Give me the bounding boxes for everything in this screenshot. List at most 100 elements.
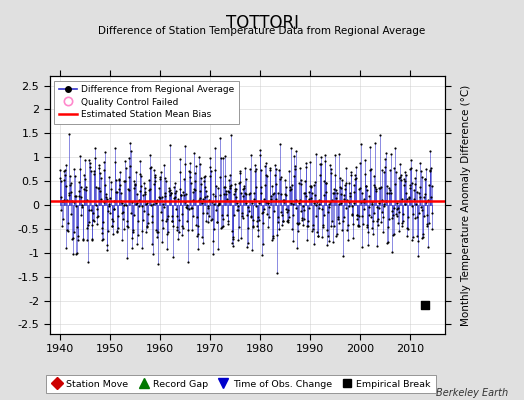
Point: [111, 144, 119, 151]
Point: [237, 210, 246, 216]
Point: [335, 151, 344, 157]
Point: [62, 244, 71, 251]
Point: [344, 237, 352, 244]
Point: [288, 182, 297, 189]
Point: [217, 154, 225, 161]
Point: [152, 227, 160, 234]
Point: [413, 233, 421, 239]
Point: [82, 197, 91, 203]
Point: [208, 199, 216, 205]
Point: [127, 209, 135, 216]
Point: [396, 161, 405, 167]
Point: [192, 163, 200, 170]
Point: [255, 199, 263, 206]
Point: [420, 213, 428, 220]
Point: [372, 186, 380, 192]
Point: [267, 193, 275, 200]
Point: [260, 163, 269, 169]
Point: [235, 224, 243, 230]
Point: [309, 241, 318, 247]
Point: [221, 173, 229, 180]
Point: [239, 215, 248, 222]
Point: [225, 188, 233, 195]
Point: [362, 221, 370, 228]
Point: [145, 177, 153, 184]
Point: [275, 226, 283, 232]
Point: [186, 168, 194, 175]
Point: [73, 237, 82, 243]
Point: [361, 171, 369, 177]
Point: [77, 194, 85, 200]
Point: [305, 183, 314, 189]
Point: [205, 155, 214, 161]
Point: [104, 201, 113, 208]
Point: [388, 208, 396, 214]
Point: [380, 201, 389, 208]
Point: [421, 302, 430, 308]
Point: [147, 218, 156, 225]
Point: [242, 191, 250, 198]
Point: [179, 188, 188, 195]
Point: [57, 194, 65, 200]
Point: [119, 226, 128, 232]
Point: [204, 204, 212, 211]
Point: [398, 220, 406, 226]
Point: [188, 227, 196, 234]
Point: [320, 192, 329, 198]
Point: [181, 142, 189, 149]
Point: [336, 174, 344, 181]
Point: [411, 175, 419, 182]
Point: [173, 224, 182, 230]
Point: [263, 211, 271, 218]
Point: [202, 217, 211, 224]
Point: [137, 173, 145, 179]
Point: [342, 179, 350, 186]
Point: [182, 205, 191, 211]
Point: [358, 244, 367, 251]
Point: [393, 206, 401, 212]
Point: [106, 179, 115, 185]
Point: [64, 220, 72, 226]
Point: [209, 190, 217, 197]
Point: [369, 218, 377, 224]
Point: [246, 189, 254, 196]
Point: [286, 186, 294, 193]
Point: [345, 203, 353, 209]
Point: [201, 173, 209, 179]
Point: [239, 186, 247, 192]
Point: [171, 190, 180, 196]
Point: [111, 159, 119, 165]
Point: [290, 152, 299, 159]
Point: [358, 212, 366, 219]
Point: [219, 155, 227, 162]
Point: [64, 190, 73, 196]
Point: [127, 199, 136, 205]
Point: [401, 177, 409, 184]
Point: [269, 191, 278, 197]
Point: [384, 224, 392, 231]
Point: [75, 188, 84, 194]
Point: [93, 206, 101, 212]
Point: [292, 196, 301, 203]
Point: [399, 176, 408, 182]
Point: [395, 209, 403, 215]
Point: [231, 188, 239, 194]
Point: [232, 185, 240, 192]
Point: [113, 229, 122, 236]
Point: [241, 190, 249, 196]
Point: [199, 196, 207, 202]
Point: [304, 204, 313, 211]
Point: [347, 169, 355, 175]
Point: [398, 223, 407, 229]
Point: [278, 212, 287, 218]
Point: [337, 185, 345, 191]
Point: [114, 212, 122, 219]
Point: [135, 188, 144, 194]
Point: [340, 195, 348, 202]
Point: [329, 190, 337, 196]
Point: [116, 189, 125, 196]
Point: [378, 166, 386, 173]
Point: [333, 190, 341, 196]
Point: [204, 218, 213, 225]
Point: [200, 184, 209, 191]
